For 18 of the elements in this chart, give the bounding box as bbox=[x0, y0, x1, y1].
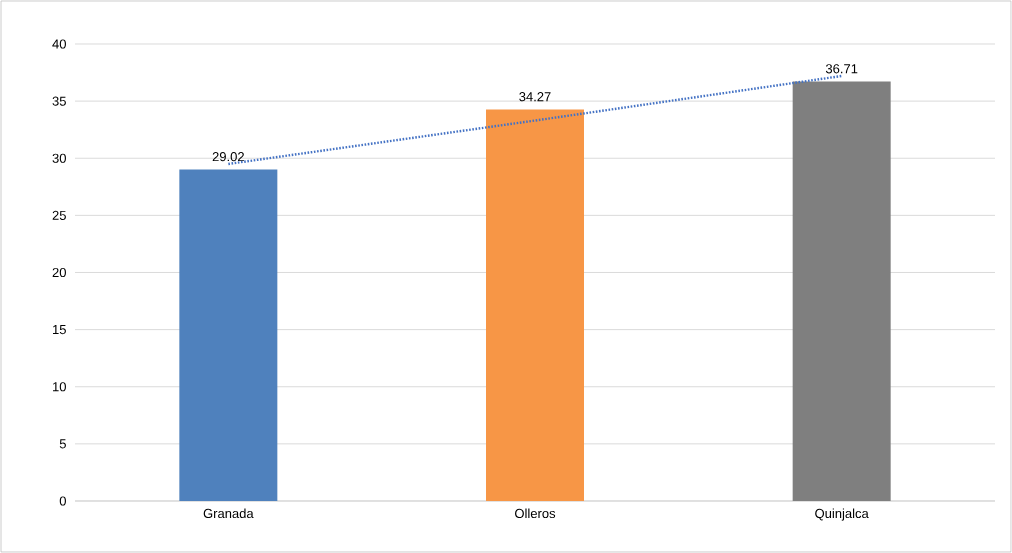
y-tick-label: 35 bbox=[52, 96, 66, 106]
x-tick-label: Olleros bbox=[515, 508, 556, 519]
bar bbox=[792, 81, 891, 501]
data-label: 29.02 bbox=[212, 152, 244, 162]
y-tick-label: 30 bbox=[52, 153, 66, 163]
bar bbox=[486, 109, 584, 501]
y-tick-label: 40 bbox=[52, 39, 66, 49]
y-tick-label: 15 bbox=[53, 325, 66, 335]
y-tick-label: 0 bbox=[59, 496, 66, 506]
x-tick-label: Granada bbox=[203, 508, 254, 519]
data-label: 34.27 bbox=[519, 92, 551, 102]
y-tick-label: 25 bbox=[52, 210, 66, 220]
bar bbox=[179, 169, 278, 501]
x-tick-label: Quinjalca bbox=[815, 508, 869, 521]
data-label: 36.71 bbox=[825, 64, 858, 74]
y-tick-label: 5 bbox=[59, 439, 66, 449]
y-tick-label: 20 bbox=[52, 267, 66, 278]
y-tick-label: 10 bbox=[53, 382, 66, 392]
